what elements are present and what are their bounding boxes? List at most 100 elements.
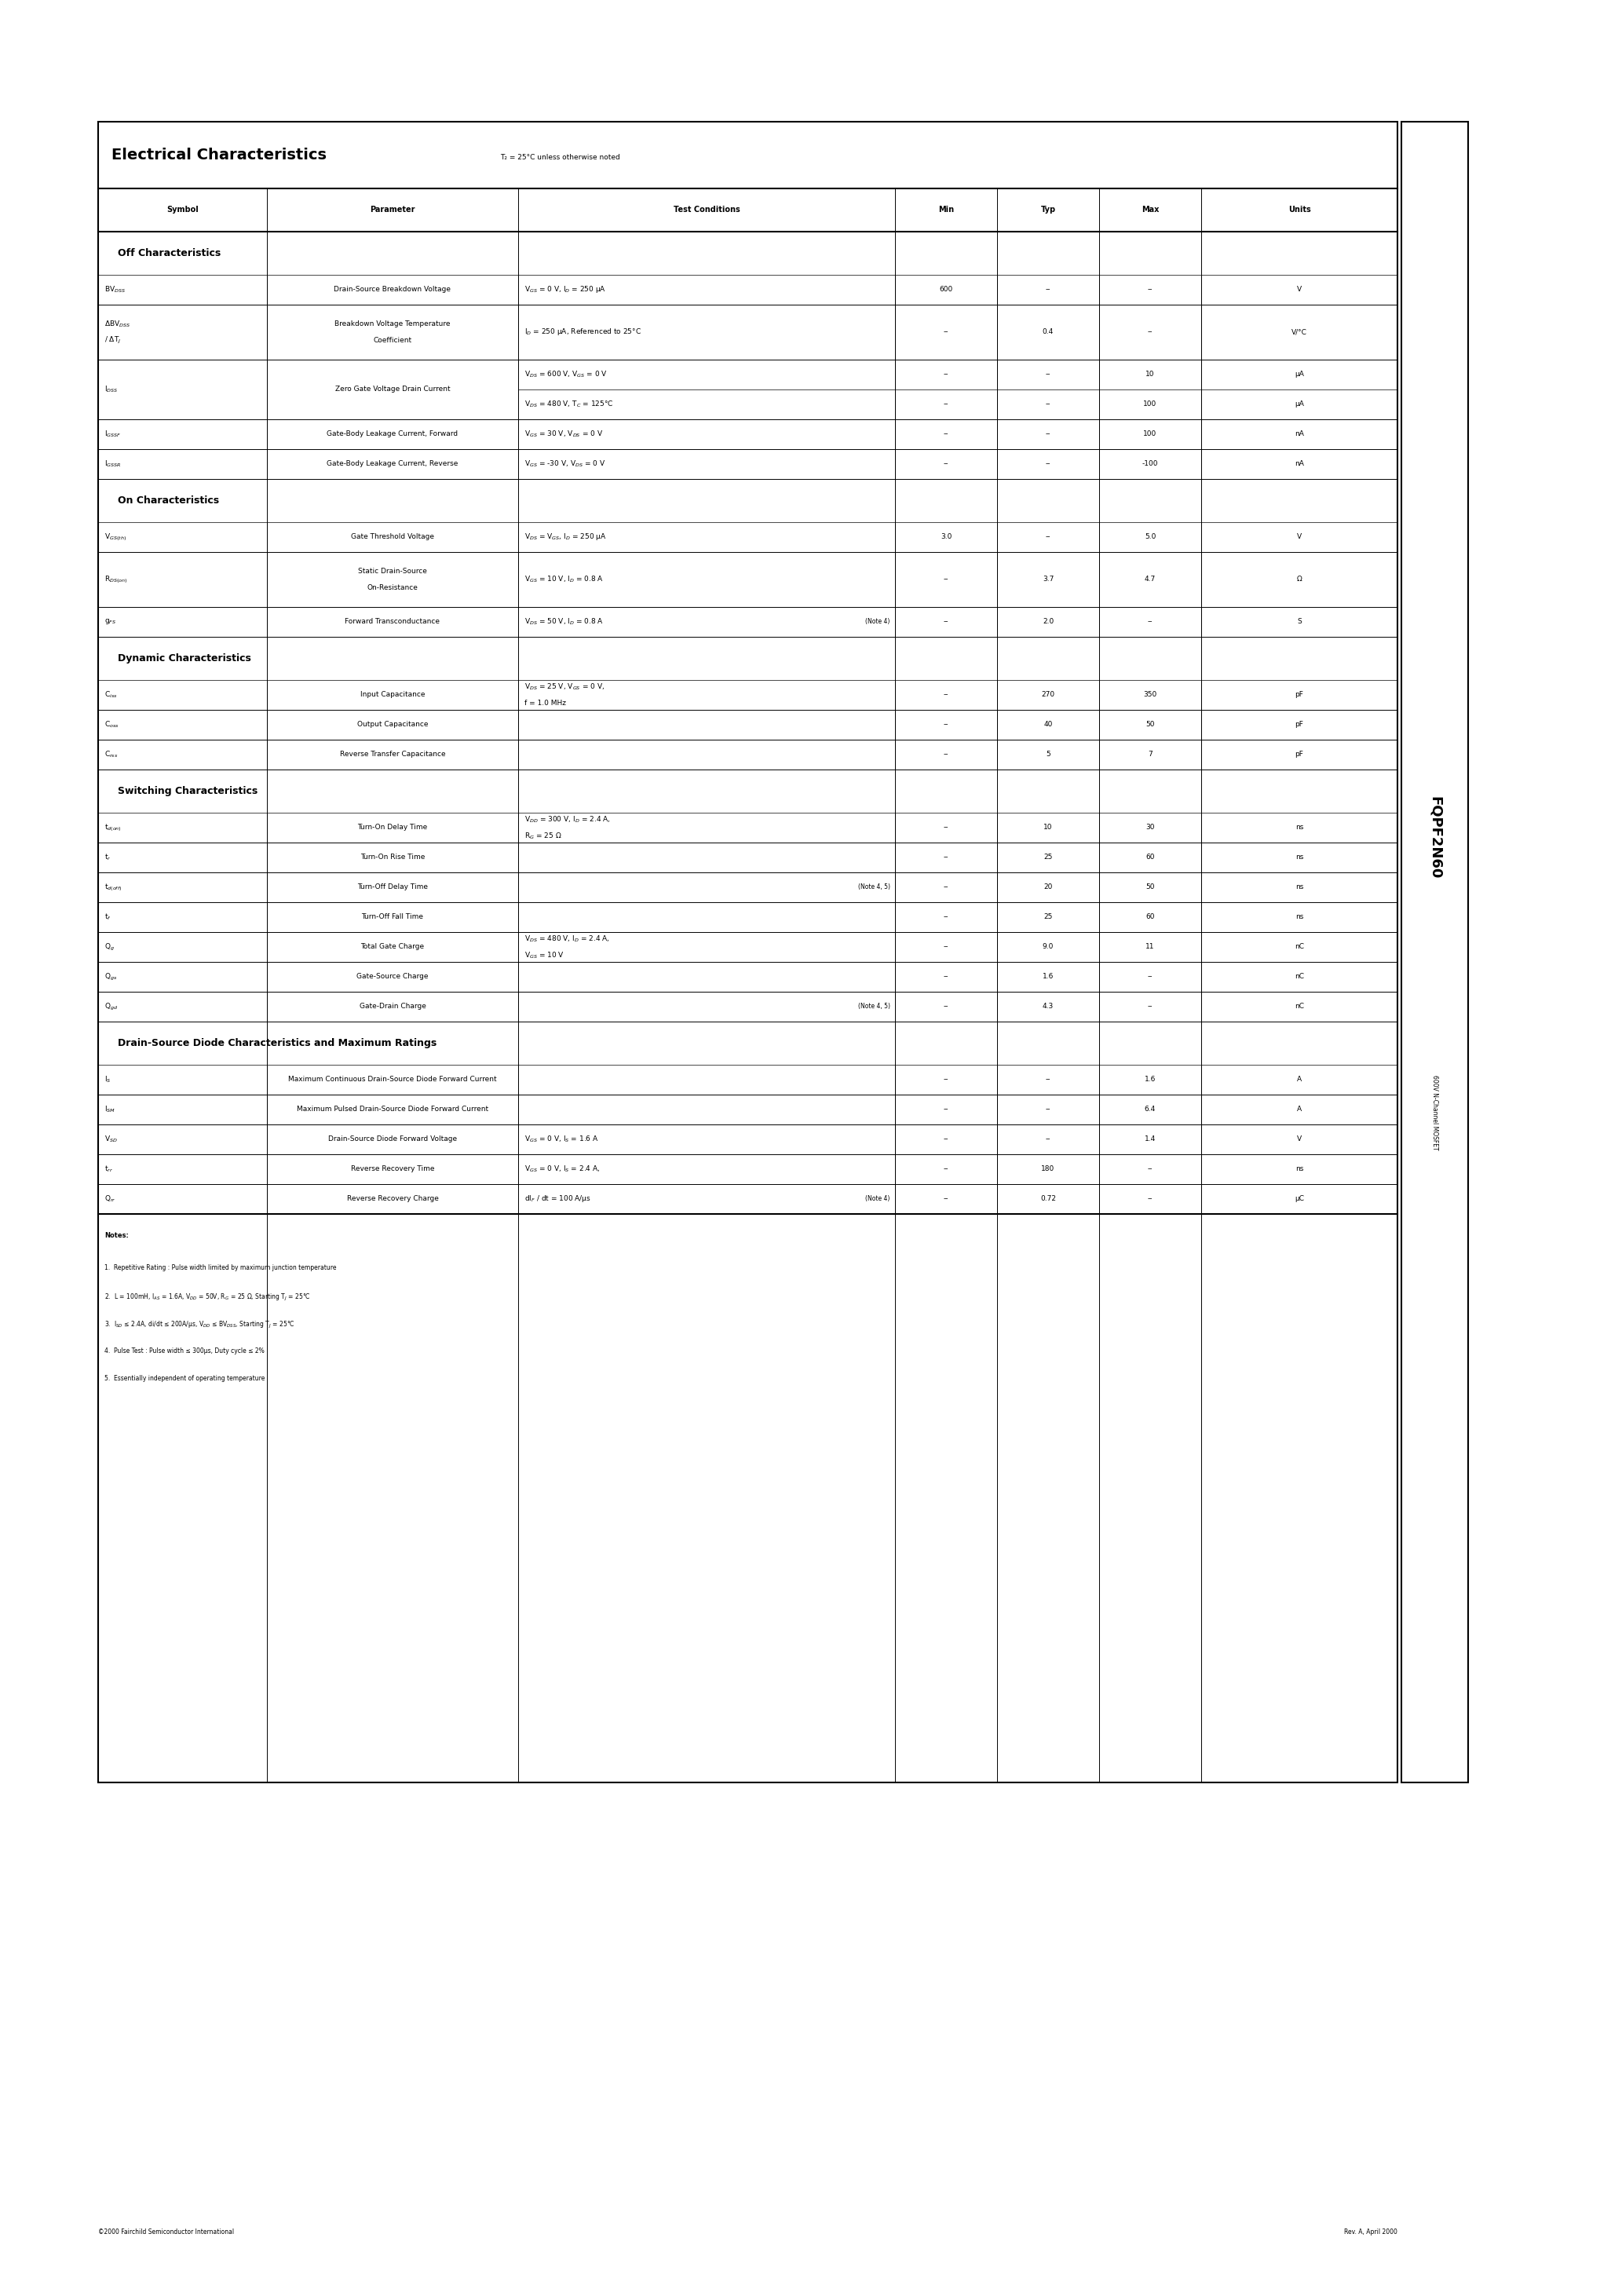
Text: Turn-On Delay Time: Turn-On Delay Time [357,824,428,831]
Text: Drain-Source Diode Characteristics and Maximum Ratings: Drain-Source Diode Characteristics and M… [118,1038,436,1049]
Text: Off Characteristics: Off Characteristics [118,248,221,259]
Text: 3.  I$_{SD}$ ≤ 2.4A, di/dt ≤ 200A/μs, V$_{DD}$ ≤ BV$_{DSS}$, Starting T$_J$ = 25: 3. I$_{SD}$ ≤ 2.4A, di/dt ≤ 200A/μs, V$_… [105,1320,295,1329]
Text: Gate Threshold Voltage: Gate Threshold Voltage [350,533,435,540]
Text: --: -- [944,402,949,409]
Text: 1.  Repetitive Rating : Pulse width limited by maximum junction temperature: 1. Repetitive Rating : Pulse width limit… [105,1265,337,1272]
Text: Static Drain-Source: Static Drain-Source [358,567,427,574]
Text: Dynamic Characteristics: Dynamic Characteristics [118,654,251,664]
Text: C$_{rss}$: C$_{rss}$ [105,751,118,760]
Text: Maximum Pulsed Drain-Source Diode Forward Current: Maximum Pulsed Drain-Source Diode Forwar… [297,1107,488,1114]
Text: V/°C: V/°C [1291,328,1307,335]
Text: μC: μC [1294,1196,1304,1203]
Text: Zero Gate Voltage Drain Current: Zero Gate Voltage Drain Current [336,386,449,393]
Text: (Note 4): (Note 4) [866,618,890,625]
Text: --: -- [944,618,949,625]
Text: V$_{DS}$ = 480 V, T$_C$ = 125°C: V$_{DS}$ = 480 V, T$_C$ = 125°C [524,400,613,409]
Text: 1.4: 1.4 [1145,1137,1156,1143]
Text: t$_{d(on)}$: t$_{d(on)}$ [105,822,122,833]
Text: C$_{oss}$: C$_{oss}$ [105,721,120,730]
Text: 40: 40 [1043,721,1053,728]
Text: --: -- [944,1166,949,1173]
Text: nA: nA [1294,461,1304,468]
Text: 10: 10 [1043,824,1053,831]
Text: Test Conditions: Test Conditions [673,207,740,214]
Text: V$_{GS}$ = 0 V, I$_S$ = 1.6 A: V$_{GS}$ = 0 V, I$_S$ = 1.6 A [524,1134,599,1143]
Text: --: -- [944,432,949,439]
Text: --: -- [944,372,949,379]
Text: (Note 4): (Note 4) [866,1196,890,1203]
Text: V$_{DS}$ = 25 V, V$_{GS}$ = 0 V,: V$_{DS}$ = 25 V, V$_{GS}$ = 0 V, [524,682,605,691]
Text: ©2000 Fairchild Semiconductor International: ©2000 Fairchild Semiconductor Internatio… [99,2227,234,2236]
Text: Drain-Source Diode Forward Voltage: Drain-Source Diode Forward Voltage [328,1137,457,1143]
Text: --: -- [944,1137,949,1143]
Text: Gate-Source Charge: Gate-Source Charge [357,974,428,980]
Text: V$_{GS}$ = 10 V, I$_D$ = 0.8 A: V$_{GS}$ = 10 V, I$_D$ = 0.8 A [524,574,603,585]
Text: 180: 180 [1041,1166,1054,1173]
Text: --: -- [944,824,949,831]
Text: V$_{DS}$ = 600 V, V$_{GS}$ = 0 V: V$_{DS}$ = 600 V, V$_{GS}$ = 0 V [524,370,608,379]
Text: pF: pF [1294,751,1304,758]
Text: R$_G$ = 25 Ω: R$_G$ = 25 Ω [524,831,561,840]
Text: nC: nC [1294,1003,1304,1010]
Text: On Characteristics: On Characteristics [118,496,219,505]
Text: --: -- [1046,1077,1051,1084]
Text: ns: ns [1296,824,1304,831]
Text: Maximum Continuous Drain-Source Diode Forward Current: Maximum Continuous Drain-Source Diode Fo… [289,1077,496,1084]
Text: V$_{GS(th)}$: V$_{GS(th)}$ [105,533,127,542]
Text: ns: ns [1296,854,1304,861]
Text: I$_S$: I$_S$ [105,1075,112,1084]
Text: Breakdown Voltage Temperature: Breakdown Voltage Temperature [334,319,451,328]
Text: g$_{FS}$: g$_{FS}$ [105,618,117,627]
Text: A: A [1298,1107,1302,1114]
Text: --: -- [944,1077,949,1084]
Text: Symbol: Symbol [167,207,198,214]
Text: C$_{iss}$: C$_{iss}$ [105,691,118,700]
Text: Q$_{gd}$: Q$_{gd}$ [105,1001,118,1013]
Text: 1.6: 1.6 [1145,1077,1156,1084]
Text: 270: 270 [1041,691,1054,698]
Text: --: -- [944,751,949,758]
Text: V: V [1298,1137,1302,1143]
Text: A: A [1298,1077,1302,1084]
Text: 25: 25 [1043,854,1053,861]
Text: Q$_{rr}$: Q$_{rr}$ [105,1194,117,1203]
Text: I$_{GSSR}$: I$_{GSSR}$ [105,459,122,468]
Text: --: -- [1046,461,1051,468]
Text: --: -- [1148,618,1153,625]
Text: --: -- [944,721,949,728]
Text: 30: 30 [1145,824,1155,831]
Text: R$_{DS(on)}$: R$_{DS(on)}$ [105,574,128,585]
Text: t$_f$: t$_f$ [105,912,112,923]
Text: 60: 60 [1145,914,1155,921]
Text: V: V [1298,533,1302,540]
Text: Input Capacitance: Input Capacitance [360,691,425,698]
Text: μA: μA [1294,372,1304,379]
Text: V$_{GS}$ = 0 V, I$_S$ = 2.4 A,: V$_{GS}$ = 0 V, I$_S$ = 2.4 A, [524,1164,600,1173]
Text: --: -- [944,1003,949,1010]
Text: I$_{GSSF}$: I$_{GSSF}$ [105,429,122,439]
Text: Electrical Characteristics: Electrical Characteristics [112,147,326,163]
Text: -100: -100 [1142,461,1158,468]
Text: V: V [1298,287,1302,294]
Text: Rev. A, April 2000: Rev. A, April 2000 [1345,2227,1398,2236]
Text: V$_{SD}$: V$_{SD}$ [105,1134,118,1143]
Text: 60: 60 [1145,854,1155,861]
Text: --: -- [944,914,949,921]
Text: ns: ns [1296,914,1304,921]
Text: Gate-Body Leakage Current, Forward: Gate-Body Leakage Current, Forward [328,432,457,439]
Text: Gate-Drain Charge: Gate-Drain Charge [358,1003,427,1010]
Text: V$_{GS}$ = 30 V, V$_{DS}$ = 0 V: V$_{GS}$ = 30 V, V$_{DS}$ = 0 V [524,429,603,439]
Text: Q$_g$: Q$_g$ [105,941,115,953]
Text: Turn-Off Fall Time: Turn-Off Fall Time [362,914,423,921]
Text: Max: Max [1142,207,1160,214]
Text: Forward Transconductance: Forward Transconductance [345,618,440,625]
Text: --: -- [1046,402,1051,409]
Text: Reverse Transfer Capacitance: Reverse Transfer Capacitance [339,751,446,758]
Text: Switching Characteristics: Switching Characteristics [118,785,258,797]
Text: --: -- [1046,1107,1051,1114]
Text: --: -- [1046,287,1051,294]
Text: --: -- [1148,328,1153,335]
Text: (Note 4, 5): (Note 4, 5) [858,884,890,891]
Text: 2.0: 2.0 [1043,618,1054,625]
Text: --: -- [944,461,949,468]
